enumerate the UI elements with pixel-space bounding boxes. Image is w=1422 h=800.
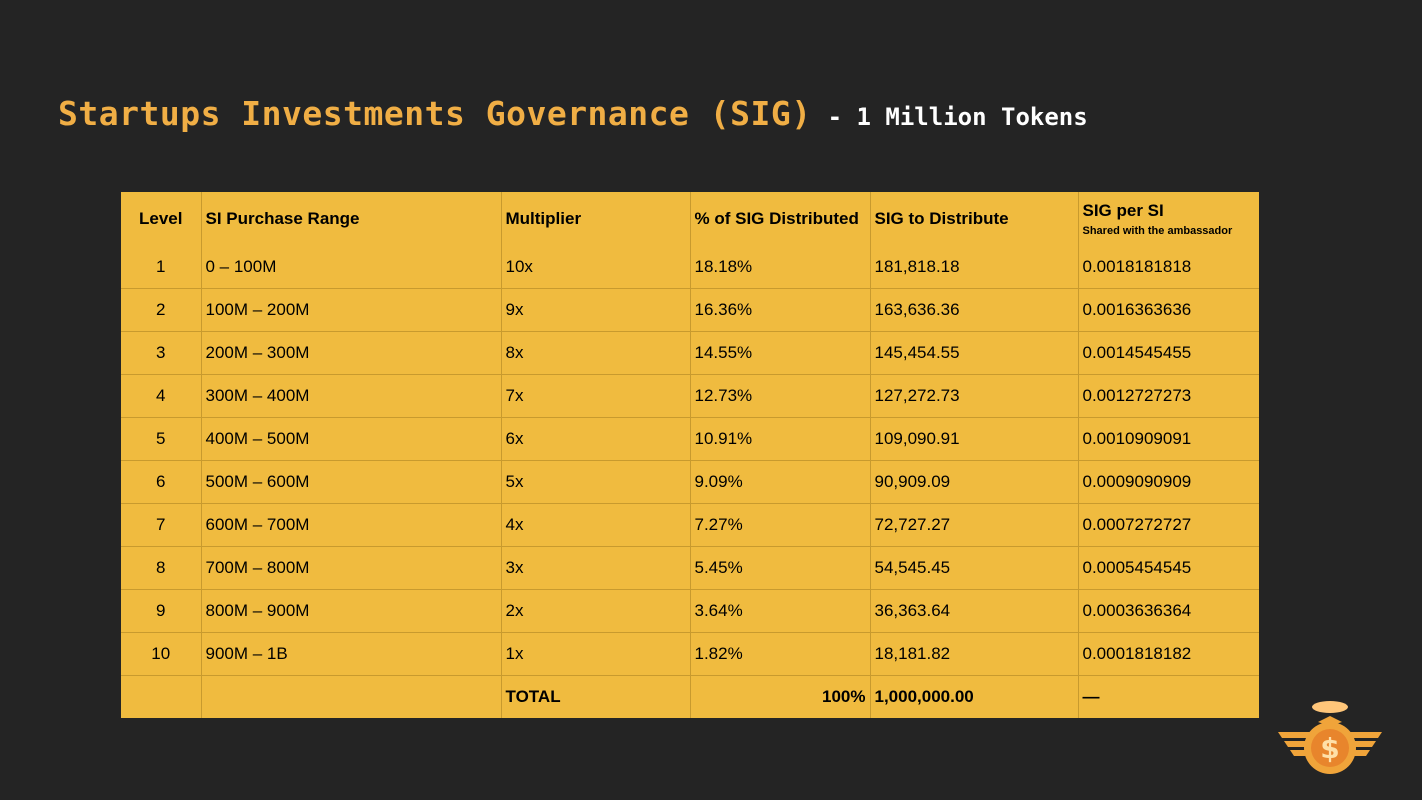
cell-range: 600M – 700M: [201, 503, 502, 547]
table-row: 2 100M – 200M 9x 16.36% 163,636.36 0.001…: [121, 288, 1259, 332]
cell-per-si: 0.0001818182: [1078, 632, 1259, 676]
table-row: 7 600M – 700M 4x 7.27% 72,727.27 0.00072…: [121, 503, 1259, 547]
cell-multiplier: 8x: [501, 331, 691, 375]
cell-level: 1: [121, 246, 202, 289]
cell-range: 700M – 800M: [201, 546, 502, 590]
table-header-row: Level SI Purchase Range Multiplier % of …: [121, 192, 1259, 246]
cell-multiplier: 10x: [501, 246, 691, 289]
header-range: SI Purchase Range: [201, 192, 502, 246]
total-percent: 100%: [690, 675, 871, 718]
cell-distribute: 72,727.27: [870, 503, 1079, 547]
cell-multiplier: 4x: [501, 503, 691, 547]
cell-distribute: 163,636.36: [870, 288, 1079, 332]
cell-level: 5: [121, 417, 202, 461]
cell-range: 900M – 1B: [201, 632, 502, 676]
svg-text:$: $: [1320, 732, 1339, 765]
cell-percent: 12.73%: [690, 374, 871, 418]
cell-percent: 16.36%: [690, 288, 871, 332]
cell-multiplier: 3x: [501, 546, 691, 590]
header-distribute: SIG to Distribute: [870, 192, 1079, 246]
cell-distribute: 109,090.91: [870, 417, 1079, 461]
cell-level: 3: [121, 331, 202, 375]
cell-percent: 14.55%: [690, 331, 871, 375]
cell-range: 400M – 500M: [201, 417, 502, 461]
cell-multiplier: 5x: [501, 460, 691, 504]
cell-percent: 7.27%: [690, 503, 871, 547]
cell-level: 10: [121, 632, 202, 676]
total-per-si: —: [1082, 687, 1100, 706]
header-per-si-note: Shared with the ambassador: [1082, 225, 1233, 237]
cell-level: 2: [121, 288, 202, 332]
cell-distribute: 181,818.18: [870, 246, 1079, 289]
cell-distribute: 36,363.64: [870, 589, 1079, 633]
header-multiplier: Multiplier: [501, 192, 691, 246]
cell-empty: [121, 675, 202, 718]
cell-distribute: 54,545.45: [870, 546, 1079, 590]
cell-per-si: 0.0012727273: [1078, 374, 1259, 418]
cell-percent: 10.91%: [690, 417, 871, 461]
cell-per-si: 0.0007272727: [1078, 503, 1259, 547]
cell-level: 9: [121, 589, 202, 633]
header-per-si: SIG per SI Shared with the ambassador: [1078, 192, 1259, 246]
cell-empty: [201, 675, 502, 718]
header-per-si-label: SIG per SI: [1082, 201, 1164, 220]
cell-percent: 18.18%: [690, 246, 871, 289]
cell-range: 500M – 600M: [201, 460, 502, 504]
winged-dollar-coin-with-halo-icon: $: [1278, 701, 1382, 774]
header-percent: % of SIG Distributed: [690, 192, 871, 246]
cell-range: 0 – 100M: [201, 246, 502, 289]
distribution-table: Level SI Purchase Range Multiplier % of …: [121, 192, 1259, 718]
cell-per-si: 0.0003636364: [1078, 589, 1259, 633]
total-distribute: 1,000,000.00: [870, 675, 1079, 718]
cell-per-si: 0.0018181818: [1078, 246, 1259, 289]
slide-title: Startups Investments Governance (SIG): [58, 94, 812, 133]
cell-multiplier: 1x: [501, 632, 691, 676]
cell-per-si: 0.0005454545: [1078, 546, 1259, 590]
cell-multiplier: 6x: [501, 417, 691, 461]
table-row: 3 200M – 300M 8x 14.55% 145,454.55 0.001…: [121, 331, 1259, 375]
cell-distribute: 90,909.09: [870, 460, 1079, 504]
table-row: 1 0 – 100M 10x 18.18% 181,818.18 0.00181…: [121, 246, 1259, 289]
cell-range: 100M – 200M: [201, 288, 502, 332]
cell-percent: 3.64%: [690, 589, 871, 633]
total-row: TOTAL 100% 1,000,000.00 —: [121, 675, 1259, 718]
total-label: TOTAL: [501, 675, 691, 718]
cell-percent: 1.82%: [690, 632, 871, 676]
cell-distribute: 145,454.55: [870, 331, 1079, 375]
header-level: Level: [121, 192, 202, 246]
table-row: 8 700M – 800M 3x 5.45% 54,545.45 0.00054…: [121, 546, 1259, 590]
cell-level: 8: [121, 546, 202, 590]
cell-percent: 5.45%: [690, 546, 871, 590]
cell-multiplier: 7x: [501, 374, 691, 418]
cell-multiplier: 2x: [501, 589, 691, 633]
table-row: 4 300M – 400M 7x 12.73% 127,272.73 0.001…: [121, 374, 1259, 418]
cell-per-si: 0.0010909091: [1078, 417, 1259, 461]
cell-per-si: 0.0009090909: [1078, 460, 1259, 504]
slide-title-block: Startups Investments Governance (SIG) - 1…: [58, 94, 1088, 133]
cell-range: 800M – 900M: [201, 589, 502, 633]
slide-subtitle: - 1 Million Tokens: [827, 103, 1088, 131]
table-row: 10 900M – 1B 1x 1.82% 18,181.82 0.000181…: [121, 632, 1259, 676]
table-row: 5 400M – 500M 6x 10.91% 109,090.91 0.001…: [121, 417, 1259, 461]
cell-range: 300M – 400M: [201, 374, 502, 418]
cell-level: 7: [121, 503, 202, 547]
cell-per-si: 0.0014545455: [1078, 331, 1259, 375]
cell-percent: 9.09%: [690, 460, 871, 504]
cell-range: 200M – 300M: [201, 331, 502, 375]
cell-level: 6: [121, 460, 202, 504]
cell-distribute: 127,272.73: [870, 374, 1079, 418]
cell-per-si: 0.0016363636: [1078, 288, 1259, 332]
cell-level: 4: [121, 374, 202, 418]
cell-distribute: 18,181.82: [870, 632, 1079, 676]
table-row: 6 500M – 600M 5x 9.09% 90,909.09 0.00090…: [121, 460, 1259, 504]
table-row: 9 800M – 900M 2x 3.64% 36,363.64 0.00036…: [121, 589, 1259, 633]
cell-multiplier: 9x: [501, 288, 691, 332]
